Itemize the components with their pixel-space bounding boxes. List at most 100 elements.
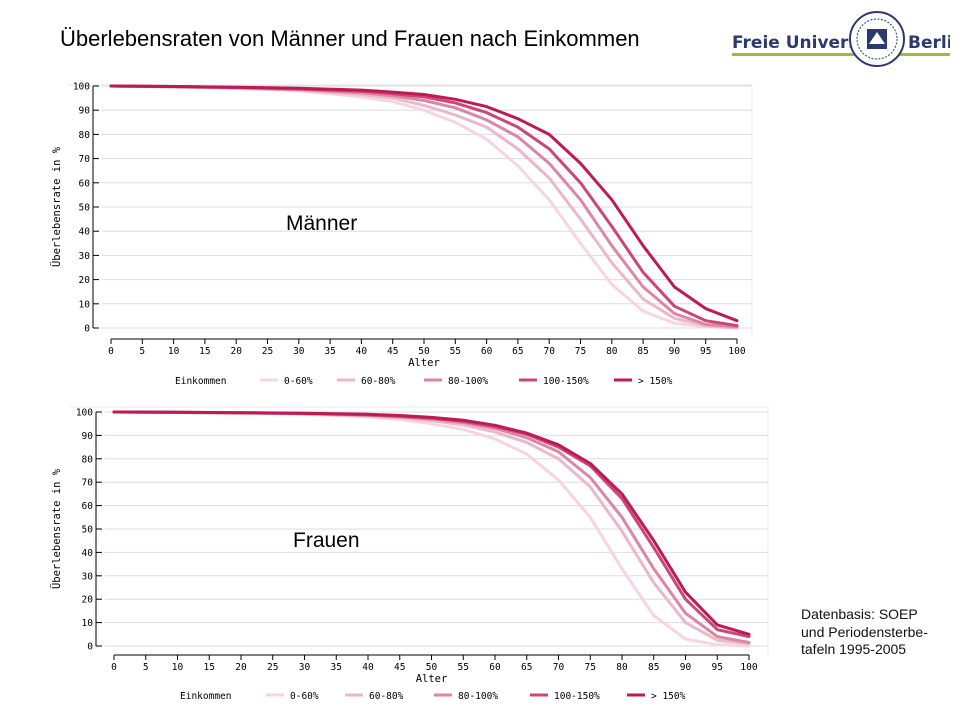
- y-tick-label: 20: [79, 275, 91, 286]
- x-tick-label: 90: [669, 346, 681, 357]
- y-tick-label: 50: [79, 203, 91, 214]
- x-axis-label: Alter: [408, 357, 440, 369]
- x-tick-label: 35: [331, 662, 342, 673]
- y-tick-label: 90: [79, 106, 91, 117]
- x-tick-label: 75: [585, 662, 596, 673]
- y-tick-label: 70: [82, 478, 94, 489]
- x-tick-label: 60: [489, 662, 501, 673]
- y-tick-label: 40: [79, 227, 91, 238]
- legend-label-2: 60-80%: [361, 376, 396, 387]
- legend-label-3: 80-100%: [458, 691, 498, 702]
- x-tick-label: 100: [728, 346, 745, 357]
- y-axis-label: Überlebensrate in %: [50, 146, 63, 267]
- logo-wordmark-right: Berlin: [908, 33, 950, 53]
- x-tick-label: 95: [700, 346, 711, 357]
- x-axis-label: Alter: [416, 673, 448, 685]
- legend-label-5: > 150%: [638, 376, 673, 387]
- x-tick-label: 70: [553, 662, 565, 673]
- x-tick-label: 25: [267, 662, 278, 673]
- x-tick-label: 30: [299, 662, 311, 673]
- seal-icon: [849, 11, 905, 67]
- source-line-1: Datenbasis: SOEP: [801, 606, 918, 622]
- x-tick-label: 80: [606, 346, 618, 357]
- university-logo: Freie Universität Berlin: [732, 11, 950, 67]
- x-tick-label: 5: [139, 346, 145, 357]
- y-tick-label: 60: [82, 501, 94, 512]
- series-line-4: [112, 410, 751, 639]
- x-tick-label: 10: [172, 662, 184, 673]
- x-tick-label: 55: [458, 662, 469, 673]
- y-axis-label: Überlebensrate in %: [50, 468, 63, 589]
- series-line-2: [112, 410, 751, 646]
- x-tick-label: 100: [740, 662, 757, 673]
- legend-label-2: 60-80%: [369, 691, 404, 702]
- series-line-4: [109, 84, 739, 328]
- y-tick-label: 70: [79, 154, 91, 165]
- series-line-3: [109, 84, 739, 329]
- x-tick-label: 80: [616, 662, 628, 673]
- x-tick-label: 20: [230, 346, 242, 357]
- x-tick-label: 0: [111, 662, 117, 673]
- x-tick-label: 15: [199, 346, 210, 357]
- chart-annotation: Frauen: [293, 529, 360, 552]
- x-tick-label: 40: [356, 346, 368, 357]
- source-line-2: und Periodensterbe-: [801, 623, 928, 640]
- x-tick-label: 70: [543, 346, 555, 357]
- legend-title: Einkommen: [175, 376, 226, 387]
- x-tick-label: 25: [262, 346, 273, 357]
- slide-title: Überlebensraten von Männer und Frauen na…: [60, 26, 640, 51]
- y-tick-label: 0: [84, 324, 90, 335]
- x-tick-label: 20: [235, 662, 247, 673]
- x-tick-label: 5: [143, 662, 149, 673]
- y-tick-label: 50: [82, 525, 94, 536]
- legend-label-5: > 150%: [651, 691, 686, 702]
- y-tick-label: 100: [73, 82, 90, 93]
- legend-label-1: 0-60%: [284, 376, 313, 387]
- x-tick-label: 40: [362, 662, 374, 673]
- y-tick-label: 60: [79, 178, 91, 189]
- y-tick-label: 100: [76, 408, 93, 419]
- y-tick-label: 40: [82, 548, 94, 559]
- x-tick-label: 50: [418, 346, 430, 357]
- source-line-3: tafeln 1995-2005: [801, 641, 907, 657]
- series-line-3: [112, 410, 751, 644]
- x-tick-label: 50: [426, 662, 438, 673]
- y-tick-label: 30: [79, 251, 91, 262]
- x-tick-label: 10: [168, 346, 180, 357]
- x-tick-label: 45: [394, 662, 405, 673]
- x-tick-label: 15: [204, 662, 215, 673]
- x-tick-label: 30: [293, 346, 305, 357]
- x-tick-label: 55: [450, 346, 461, 357]
- y-tick-label: 20: [82, 595, 94, 606]
- x-tick-label: 85: [648, 662, 659, 673]
- legend-label-1: 0-60%: [290, 691, 319, 702]
- y-tick-label: 30: [82, 571, 94, 582]
- data-source-note: Datenbasis: SOEP und Periodensterbe- taf…: [801, 606, 956, 659]
- logo-green-bar: [732, 53, 950, 56]
- y-tick-label: 90: [82, 431, 94, 442]
- legend-label-3: 80-100%: [448, 376, 488, 387]
- x-tick-label: 65: [521, 662, 532, 673]
- x-tick-label: 35: [324, 346, 335, 357]
- y-tick-label: 10: [82, 618, 94, 629]
- x-tick-label: 95: [712, 662, 723, 673]
- y-tick-label: 0: [87, 642, 93, 653]
- y-tick-label: 80: [79, 130, 91, 141]
- chart-women: 0 10 20 30 40 50 60 70 80 90 100 0 5 10 15 20 25 30 35 40 45…: [50, 406, 769, 702]
- x-tick-label: 75: [575, 346, 586, 357]
- chart-men: 0 10 20 30 40 50 60 70 80 90 100 0 5 10 15 20 25 30 35 40 45…: [50, 82, 753, 387]
- x-tick-label: 45: [387, 346, 398, 357]
- y-tick-label: 10: [79, 299, 91, 310]
- series-line-5: [112, 410, 751, 636]
- legend-label-4: 100-150%: [543, 376, 589, 387]
- series-line-5: [109, 84, 739, 323]
- legend-label-4: 100-150%: [554, 691, 600, 702]
- x-tick-label: 90: [680, 662, 692, 673]
- chart-annotation: Männer: [286, 212, 357, 235]
- y-tick-label: 80: [82, 454, 94, 465]
- x-tick-label: 65: [512, 346, 523, 357]
- legend-title: Einkommen: [180, 691, 231, 702]
- x-tick-label: 0: [108, 346, 114, 357]
- x-tick-label: 60: [481, 346, 493, 357]
- x-tick-label: 85: [637, 346, 648, 357]
